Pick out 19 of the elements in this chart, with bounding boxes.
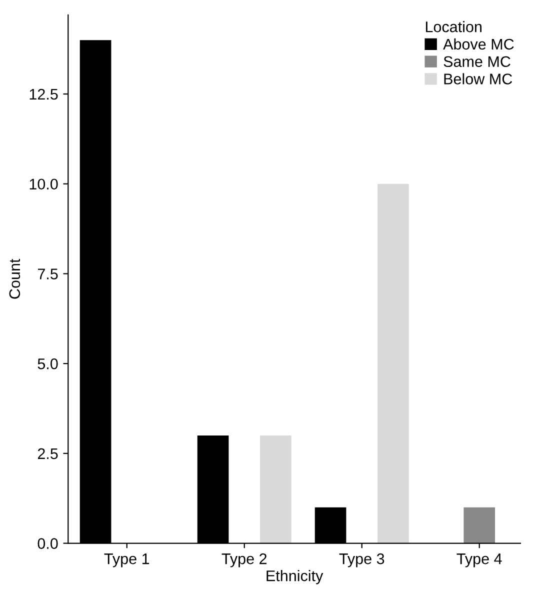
y-tick-label: 0.0: [38, 538, 58, 549]
bar: [464, 507, 496, 544]
legend-label: Below MC: [444, 73, 512, 84]
x-axis-title: Ethnicity: [266, 570, 324, 584]
legend-label: Same MC: [444, 56, 510, 68]
x-tick-label: Type 3: [339, 553, 384, 568]
bar: [378, 184, 409, 544]
y-tick-label: 12.5: [30, 88, 58, 100]
legend-label: Above MC: [443, 38, 514, 50]
y-tick-label: 5.0: [38, 358, 58, 370]
y-tick-label: 10.0: [30, 178, 58, 190]
x-tick-label: Type 2: [222, 553, 267, 568]
legend-title: Location: [426, 21, 482, 32]
bar: [260, 435, 292, 544]
y-tick-label: 2.5: [38, 448, 58, 460]
x-tick-label: Type 1: [104, 554, 150, 568]
y-tick-label: 7.5: [38, 268, 58, 280]
y-axis-title: Count: [9, 258, 20, 299]
x-tick-label: Type 4: [456, 554, 502, 568]
